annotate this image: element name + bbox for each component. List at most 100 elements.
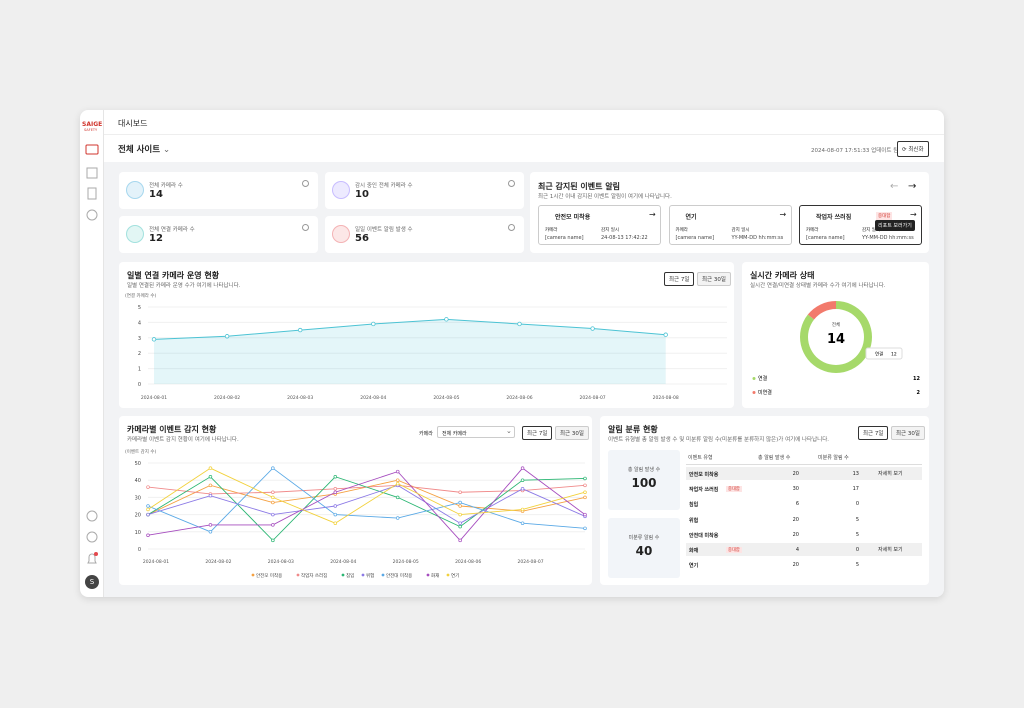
updated: 2024-08-07 17:51:33 업데이트 됨 <box>811 148 899 154</box>
row-type: 침입 <box>689 502 699 509</box>
next-arrow[interactable]: → <box>908 181 917 192</box>
point <box>208 493 213 498</box>
event-time: 24-08-13 17:42:22 <box>601 235 648 241</box>
nav-report[interactable] <box>87 187 97 200</box>
x-tick-label: 2024-08-03 <box>287 395 313 401</box>
column-header: 이벤트 유형 <box>688 455 713 461</box>
point <box>395 516 400 520</box>
event-arrow[interactable]: → <box>910 210 917 219</box>
time-label: 감지 일시 <box>862 228 880 233</box>
event-name: 연기 <box>685 214 697 221</box>
center-total: 14 <box>827 332 845 347</box>
point <box>333 504 338 508</box>
legend-label: 위험 <box>366 572 374 579</box>
events-subtitle: 최근 1시간 이내 감지된 이벤트 알림이 여기에 나타납니다. <box>538 194 672 200</box>
nav-grid[interactable] <box>86 167 98 179</box>
row-badge: 중대함 <box>726 485 742 492</box>
help-icon <box>302 180 309 187</box>
y-tick-label: 2 <box>138 351 141 357</box>
avatar[interactable]: S <box>85 575 99 589</box>
detail-button[interactable]: 자세히 보기 <box>878 547 903 553</box>
row-total: 6 <box>795 501 799 508</box>
point <box>520 466 525 470</box>
nav-dashboard[interactable] <box>85 144 99 155</box>
row-unclassified: 13 <box>852 471 859 477</box>
summary-label: 미분류 알림 수 <box>628 535 660 541</box>
camera-label: 카메라 <box>675 228 688 233</box>
daily-card: 일별 연결 카메라 운영 현황 일별 연결된 카메라 운영 수가 여기에 나타납니… <box>119 262 734 408</box>
stat-card: 전체 카메라 수 14 <box>119 172 318 209</box>
point <box>333 521 338 525</box>
notification-icon[interactable] <box>87 553 97 564</box>
event-item[interactable]: 안전모 미착용 → 카메라 [camera name] 감지 일시 24-08-13 17… <box>538 205 661 245</box>
point <box>271 466 275 470</box>
point <box>458 512 462 517</box>
row-highlight <box>686 467 922 480</box>
help-icon <box>302 224 309 231</box>
event-item[interactable]: 연기 → 카메라 [camera name] 감지 일시 YY-MM-DD hh:mm:s… <box>668 205 792 245</box>
y-tick-label: 0 <box>138 382 141 388</box>
row-type: 연기 <box>689 563 699 570</box>
range-button[interactable]: 최근 7일 <box>664 272 695 286</box>
chart-subtitle: 일별 연결된 카메라 운영 수가 여기에 나타납니다. <box>127 283 241 289</box>
header-line <box>104 134 944 135</box>
row-type: 위험 <box>689 517 699 524</box>
range-button[interactable]: 최근 30일 <box>697 272 731 286</box>
point <box>333 487 338 491</box>
refresh-button[interactable]: ⟳ 최신화 <box>897 141 929 157</box>
point <box>663 332 668 337</box>
camera-events-card: 카메라별 이벤트 감지 현황 카메라별 이벤트 감지 현황이 여기에 나타납니다.… <box>119 416 592 585</box>
legend-dot <box>296 573 300 577</box>
point <box>371 321 376 327</box>
row-total: 20 <box>792 471 799 477</box>
camera-select[interactable]: 전체 카메라 ⌄ <box>437 426 515 438</box>
series-line <box>147 476 586 542</box>
prev-arrow[interactable]: ← <box>890 181 899 192</box>
event-time: YY-MM-DD hh:mm:ss <box>862 235 914 241</box>
point <box>297 327 303 333</box>
stat-label: 전체 연결 카메라 수 <box>149 227 195 233</box>
language-icon[interactable] <box>86 531 98 543</box>
point <box>458 524 462 529</box>
point <box>395 481 400 486</box>
row-unclassified: 17 <box>852 486 859 493</box>
point <box>395 478 400 482</box>
point <box>458 504 462 508</box>
detail-button[interactable]: 자세히 보기 <box>878 471 903 477</box>
point <box>146 507 150 512</box>
range-button[interactable]: 최근 30일 <box>555 426 589 440</box>
help-icon <box>508 180 515 187</box>
site-select[interactable]: 전체 사이트 ⌄ <box>118 145 171 155</box>
tooltip: 리포트 보러가기 <box>875 220 915 231</box>
stat-icon <box>332 225 350 243</box>
help-icon[interactable] <box>86 510 98 522</box>
legend-label: 연결 <box>758 375 768 382</box>
tooltip-bg <box>865 347 903 360</box>
point <box>583 476 587 481</box>
event-name: 작업자 쓰러짐 <box>816 214 852 221</box>
row-total: 30 <box>792 486 799 493</box>
stat-label: 감시 중인 전체 카메라 수 <box>355 183 413 189</box>
x-tick-label: 2024-08-02 <box>214 395 240 401</box>
event-item[interactable]: 작업자 쓰러짐 중대함 → 카메라 [camera name] 감지 일시 YY-MM-DD… <box>799 205 922 245</box>
status-card: 실시간 카메라 상태 실시간 연결/미연결 상태별 카메라 수가 여기에 나타납니… <box>742 262 929 408</box>
range-button[interactable]: 최근 7일 <box>858 426 889 440</box>
stat-value: 14 <box>149 189 163 200</box>
legend-label: 연기 <box>451 572 459 579</box>
x-tick-label: 2024-08-04 <box>330 559 356 565</box>
point <box>517 321 522 327</box>
sidebar-bottom-icons <box>86 510 98 564</box>
range-button[interactable]: 최근 7일 <box>522 426 553 440</box>
nav-settings[interactable] <box>86 209 98 221</box>
site-name: 전체 사이트 <box>118 145 161 155</box>
range-button[interactable]: 최근 30일 <box>891 426 925 440</box>
event-arrow[interactable]: → <box>779 210 787 219</box>
summary-value: 100 <box>631 476 657 490</box>
chart-subtitle: 카메라별 이벤트 감지 현황이 여기에 나타납니다. <box>127 437 239 443</box>
event-arrow[interactable]: → <box>649 210 656 219</box>
summary-label: 총 알림 발생 수 <box>627 467 661 473</box>
point <box>146 485 150 489</box>
point <box>271 500 275 505</box>
filter-label: 카메라 <box>419 431 433 437</box>
event-time: YY-MM-DD hh:mm:ss <box>731 235 784 241</box>
